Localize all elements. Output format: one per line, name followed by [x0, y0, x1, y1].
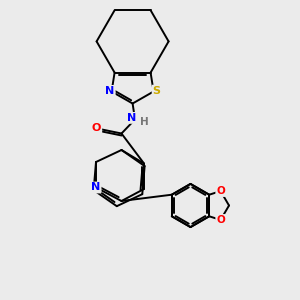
- Text: N: N: [127, 113, 136, 123]
- Text: O: O: [216, 215, 225, 225]
- Text: O: O: [216, 186, 225, 196]
- Text: O: O: [92, 123, 101, 134]
- Text: N: N: [92, 182, 100, 193]
- Text: H: H: [140, 117, 148, 127]
- Text: N: N: [106, 86, 115, 96]
- Text: S: S: [153, 85, 160, 96]
